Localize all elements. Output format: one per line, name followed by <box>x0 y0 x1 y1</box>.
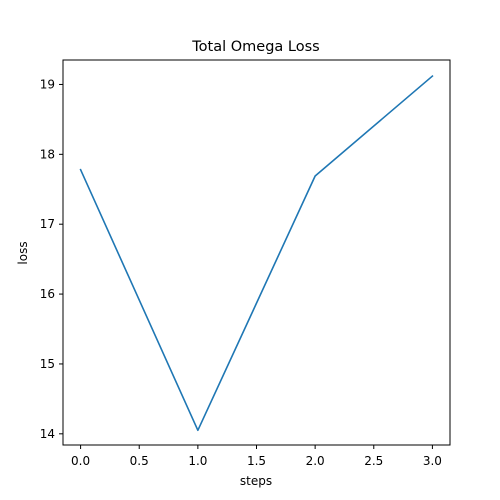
y-tick-label: 16 <box>40 287 55 301</box>
x-tick-label: 2.5 <box>364 454 383 468</box>
y-axis-ticks: 14 15 16 17 18 19 <box>40 77 63 441</box>
x-tick-label: 3.0 <box>423 454 442 468</box>
plot-frame <box>62 59 451 446</box>
x-tick-label: 0.0 <box>71 454 90 468</box>
loss-line <box>79 74 434 432</box>
chart-title: Total Omega Loss <box>191 39 319 55</box>
y-tick-label: 14 <box>40 427 55 441</box>
x-tick-label: 2.0 <box>306 454 325 468</box>
y-tick-label: 17 <box>40 217 55 231</box>
y-tick-label: 19 <box>40 77 55 91</box>
y-tick-label: 18 <box>40 147 55 161</box>
y-tick-label: 15 <box>40 357 55 371</box>
x-axis-ticks: 0.0 0.5 1.0 1.5 2.0 2.5 3.0 <box>71 445 442 468</box>
y-axis-label: loss <box>16 241 30 264</box>
x-axis-label: steps <box>240 474 272 488</box>
x-tick-label: 1.0 <box>188 454 207 468</box>
series-layer <box>79 74 434 432</box>
x-tick-label: 0.5 <box>130 454 149 468</box>
x-tick-label: 1.5 <box>247 454 266 468</box>
